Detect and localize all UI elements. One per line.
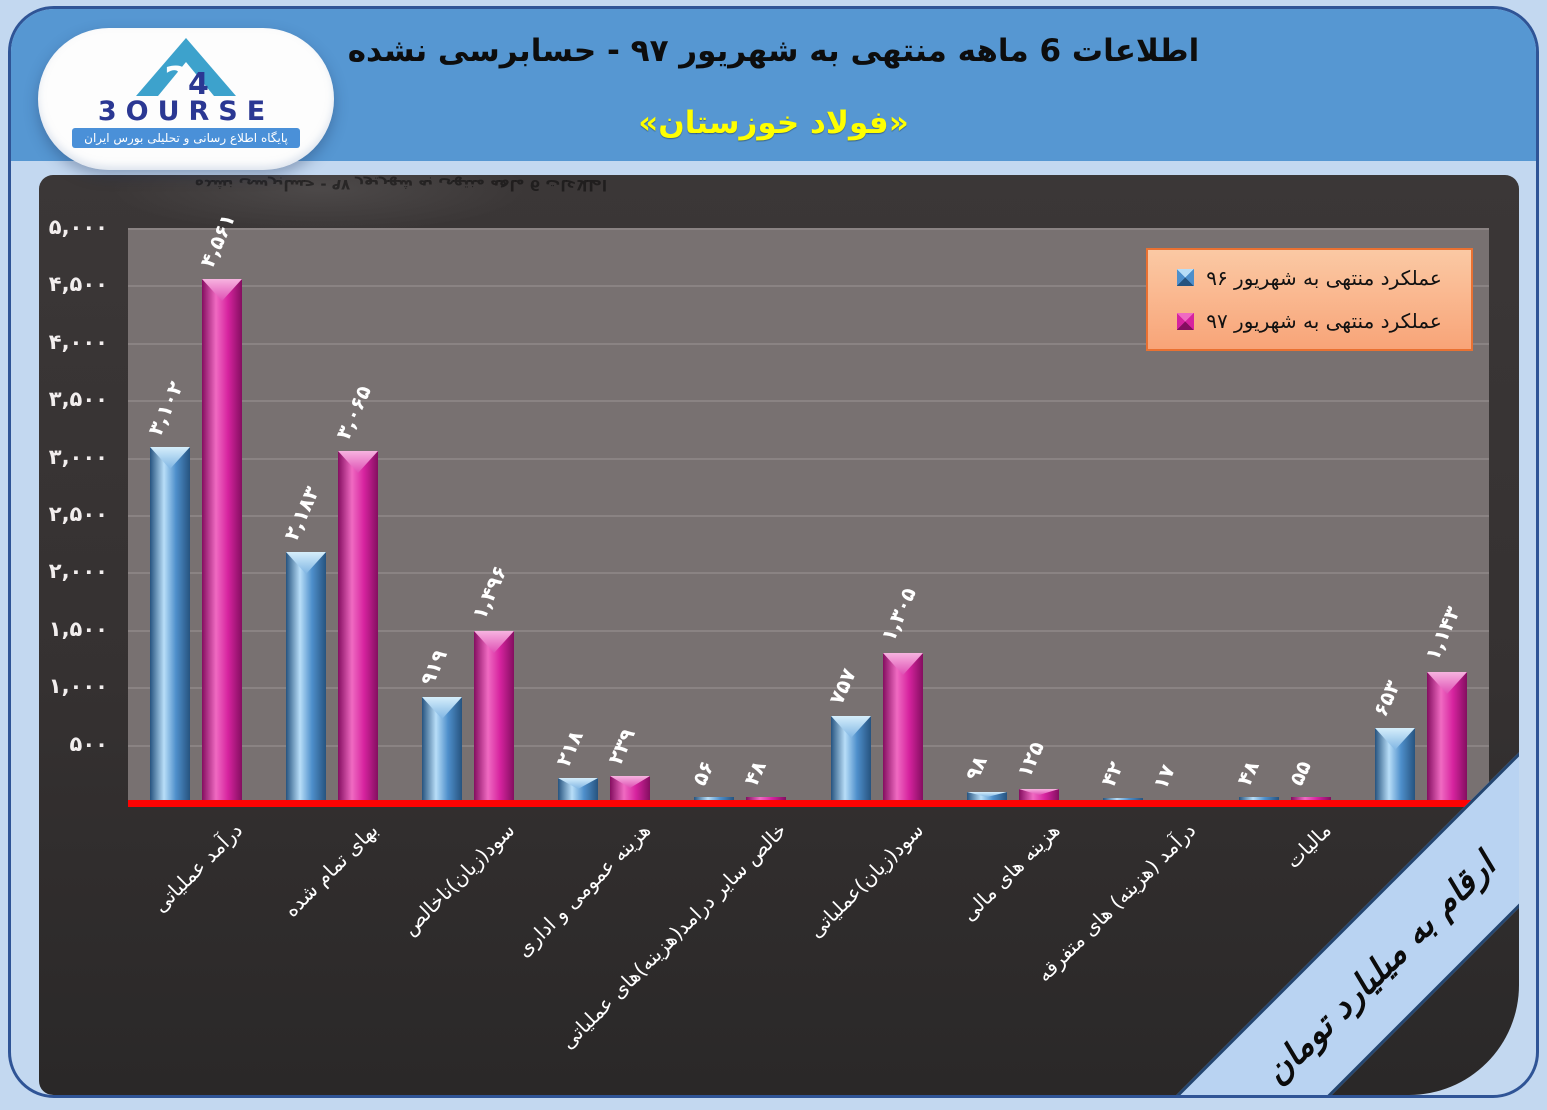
category-label: خالص سایر درامد(هزینه)های عملیاتی (555, 818, 791, 1054)
y-tick-label: ۳,۵۰۰ (48, 387, 108, 412)
gridline (128, 515, 1489, 517)
bar-top-notch (338, 451, 378, 473)
category-label: درآمد (هزینه) های متفرقه (1031, 818, 1200, 987)
category-label: هزینه های مالی (956, 818, 1064, 926)
bar-top-notch (1019, 789, 1059, 795)
bar-value-label: ۹۱۹ (415, 645, 452, 689)
bar-value-label: ۴,۵۶۱ (195, 209, 240, 271)
gridline (128, 457, 1489, 460)
bar-s2-c2 (338, 451, 378, 803)
bar-top-notch (610, 776, 650, 788)
bar-value-label: ۱,۱۴۳ (1420, 602, 1465, 664)
chart-panel: اطلاعات 6 ماهه منتهی به شهریور ۹۷ - حساب… (39, 175, 1519, 1095)
bar-value-label: ۳,۱۰۲ (143, 377, 188, 439)
bar-s2-c3 (474, 631, 514, 803)
watermark-reflection: اطلاعات 6 ماهه منتهی به شهریور ۹۷ - حساب… (194, 176, 607, 194)
legend-label-96: عملکرد منتهی به شهریور ۹۶ (1206, 265, 1442, 290)
y-tick-label: ۱,۰۰۰ (48, 674, 108, 699)
category-label: سود(زیان)عملیاتی (803, 818, 928, 943)
y-tick-label: ۴,۵۰۰ (48, 272, 108, 297)
bar-value-label: ۶۵۳ (1368, 676, 1405, 720)
bar-value-label: ۱۷ (1148, 760, 1180, 793)
gridline (128, 342, 1489, 345)
slide-title: اطلاعات 6 ماهه منتهی به شهریور ۹۷ - حساب… (347, 33, 1200, 69)
category-label: هزینه عمومی و اداری (511, 818, 655, 962)
bar-value-label: ۹۸ (960, 751, 992, 784)
bar-s1-c4 (558, 778, 598, 803)
legend-label-97: عملکرد منتهی به شهریور ۹۷ (1206, 309, 1442, 334)
bar-value-label: ۵۶ (687, 756, 719, 789)
bar-top-notch (150, 447, 190, 469)
bar-s1-c3 (422, 697, 462, 803)
bar-top-notch (883, 653, 923, 675)
bar-value-label: ۱,۴۹۶ (467, 561, 512, 623)
bar-value-label: ۱,۳۰۵ (876, 583, 921, 645)
bar-value-label: ۲,۱۸۳ (279, 482, 324, 544)
bar-top-notch (474, 631, 514, 653)
y-tick-label: ۳,۰۰۰ (48, 444, 108, 469)
bar-top-notch (1427, 672, 1467, 694)
legend: عملکرد منتهی به شهریور ۹۶ عملکرد منتهی ب… (1146, 248, 1473, 351)
gridline (128, 572, 1489, 575)
bar-value-label: ۳,۰۶۵ (331, 381, 376, 443)
bar-value-label: ۲۱۸ (551, 726, 588, 770)
bar-top-notch (202, 279, 242, 301)
gridline (128, 687, 1489, 690)
legend-row-96: عملکرد منتهی به شهریور ۹۶ (1148, 266, 1471, 290)
svg-text:2: 2 (164, 60, 189, 98)
bar-top-notch (831, 716, 871, 738)
y-tick-label: ۴,۰۰۰ (48, 329, 108, 354)
gridline (128, 629, 1489, 632)
y-tick-label: ۵,۰۰۰ (48, 215, 108, 239)
bar-s1-c10 (1375, 728, 1415, 803)
bar-s1-c7 (967, 792, 1007, 803)
category-label: مالیات (1280, 818, 1336, 874)
bar-value-label: ۴۸ (1232, 756, 1264, 789)
bar-s2-c6 (883, 653, 923, 803)
legend-marker-96-icon (1177, 269, 1195, 287)
category-label: درآمد عملیاتی (147, 818, 247, 918)
y-tick-label: ۲,۰۰۰ (48, 559, 108, 584)
category-label: سود(زیان)ناخالص (397, 818, 519, 940)
bar-s2-c1 (202, 279, 242, 803)
bar-s2-c7 (1019, 789, 1059, 803)
bar-s1-c6 (831, 716, 871, 803)
bourse24-logo-icon: 2 4 (130, 28, 242, 102)
logo-brand-text: 3OURSE (97, 96, 275, 127)
slide-frame: اطلاعات 6 ماهه منتهی به شهریور ۹۷ - حساب… (8, 6, 1539, 1098)
bar-value-label: ۴۸ (739, 756, 771, 789)
gridline (128, 228, 1489, 230)
y-tick-label: ۱,۵۰۰ (48, 616, 108, 641)
legend-marker-97-icon (1177, 312, 1195, 330)
bar-top-notch (286, 552, 326, 574)
category-label: بهای تمام شده (279, 818, 383, 922)
bar-top-notch (1375, 728, 1415, 750)
bar-top-notch (422, 697, 462, 719)
bar-top-notch (967, 792, 1007, 797)
bourse24-logo: 2 4 3OURSE پایگاه اطلاع رسانی و تحلیلی ب… (38, 28, 334, 170)
bar-s1-c1 (150, 447, 190, 803)
legend-row-97: عملکرد منتهی به شهریور ۹۷ (1148, 309, 1471, 333)
company-name: «فولاد خوزستان» (638, 105, 909, 141)
bar-s1-c2 (286, 552, 326, 803)
y-tick-label: ۲,۵۰۰ (48, 502, 108, 526)
svg-text:4: 4 (188, 67, 209, 98)
chart-layer: ۵۰۰ ۱,۰۰۰ ۱,۵۰۰ ۲,۰۰۰ ۲,۵۰۰ ۳,۰۰۰ ۳,۵۰۰ ۴,۰۰۰ ۴,… (39, 175, 1519, 1095)
bar-top-notch (558, 778, 598, 789)
bar-value-label: ۲۳۹ (603, 724, 640, 768)
bar-s2-c10 (1427, 672, 1467, 803)
logo-tagline: پایگاه اطلاع رسانی و تحلیلی بورس ایران (72, 128, 300, 148)
bar-value-label: ۵۵ (1284, 756, 1316, 789)
bar-s2-c4 (610, 776, 650, 803)
gridline (128, 744, 1489, 747)
zero-axis-line (128, 800, 1489, 807)
gridline (128, 400, 1489, 403)
y-tick-label: ۵۰۰ (69, 731, 108, 756)
bar-value-label: ۷۵۷ (824, 664, 861, 708)
bar-value-label: ۴۲ (1096, 757, 1128, 790)
gridline (128, 285, 1489, 288)
